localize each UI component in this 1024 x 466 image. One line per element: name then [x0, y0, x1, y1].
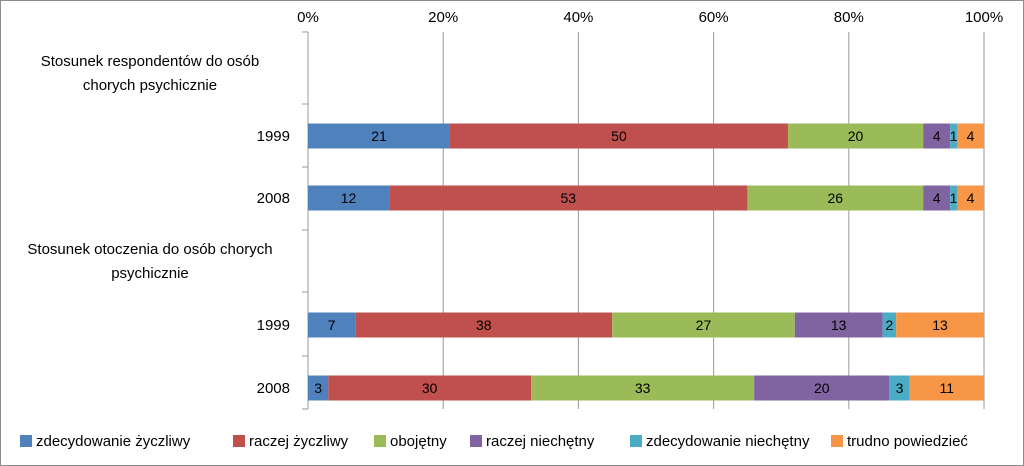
category-label: 1999 [257, 128, 290, 145]
data-label: 4 [933, 128, 941, 144]
bar-segment [923, 185, 951, 211]
data-label: 13 [831, 317, 847, 333]
data-label: 4 [933, 190, 941, 206]
group-title-line: Stosunek respondentów do osób [41, 53, 260, 70]
group-title-line: Stosunek otoczenia do osób chorych [27, 241, 272, 258]
bar-segment [882, 312, 897, 338]
group-title-line: chorych psychicznie [83, 77, 217, 94]
category-label: 2008 [257, 380, 290, 397]
bar-segment [747, 185, 924, 211]
data-label: 1 [950, 190, 958, 206]
legend-label: raczej niechętny [486, 433, 595, 450]
bar-segment [389, 185, 748, 211]
bar-segment [612, 312, 795, 338]
bar-segment [308, 123, 450, 149]
x-tick-label: 100% [965, 9, 1003, 26]
bar-segment [909, 375, 984, 401]
bar-segment [355, 312, 613, 338]
legend-label: zdecydowanie życzliwy [36, 433, 191, 450]
data-label: 3 [896, 380, 904, 396]
bar-segment [308, 185, 390, 211]
legend-label: obojętny [390, 433, 447, 450]
data-label: 4 [967, 190, 975, 206]
bar-segment [950, 185, 957, 211]
category-label: 2008 [257, 190, 290, 207]
x-tick-label: 40% [563, 9, 593, 26]
data-label: 53 [560, 190, 576, 206]
data-label: 27 [696, 317, 712, 333]
data-label: 26 [827, 190, 843, 206]
data-label: 11 [940, 380, 955, 396]
legend-swatch [470, 435, 482, 447]
legend-label: trudno powiedzieć [847, 433, 968, 450]
bar-segment [956, 185, 984, 211]
data-label: 12 [341, 190, 357, 206]
bar-segment [787, 123, 924, 149]
bar-segment [896, 312, 984, 338]
legend-label: zdecydowanie niechętny [646, 433, 810, 450]
data-label: 4 [967, 128, 975, 144]
legend-swatch [20, 435, 32, 447]
bar-segment [449, 123, 788, 149]
category-label: 1999 [257, 317, 290, 334]
data-label: 7 [328, 317, 336, 333]
data-label: 50 [611, 128, 627, 144]
bar-segment [308, 375, 329, 401]
bar-segment [531, 375, 755, 401]
x-tick-label: 0% [297, 9, 319, 26]
legend-swatch [831, 435, 843, 447]
bar-segment [889, 375, 910, 401]
legend-label: raczej życzliwy [249, 433, 349, 450]
group-title-line: psychicznie [111, 265, 189, 282]
data-label: 2 [885, 317, 893, 333]
data-label: 20 [814, 380, 830, 396]
data-label: 3 [314, 380, 322, 396]
x-tick-label: 60% [699, 9, 729, 26]
bar-segment [308, 312, 356, 338]
data-label: 13 [932, 317, 948, 333]
data-label: 1 [950, 128, 958, 144]
data-label: 20 [848, 128, 864, 144]
bar-segment [754, 375, 890, 401]
x-tick-label: 20% [428, 9, 458, 26]
bar-segment [923, 123, 951, 149]
legend-swatch [233, 435, 245, 447]
data-label: 30 [422, 380, 438, 396]
bar-segment [794, 312, 883, 338]
bar-segment [950, 123, 957, 149]
legend-swatch [630, 435, 642, 447]
data-label: 33 [635, 380, 651, 396]
data-label: 38 [476, 317, 492, 333]
legend-swatch [374, 435, 386, 447]
data-label: 21 [371, 128, 387, 144]
bar-segment [328, 375, 532, 401]
x-tick-label: 80% [834, 9, 864, 26]
bar-segment [956, 123, 984, 149]
